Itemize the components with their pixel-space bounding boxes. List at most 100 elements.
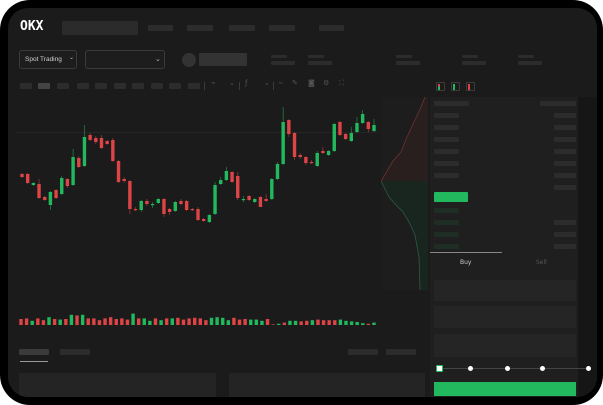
timeframe-3[interactable]	[57, 83, 69, 89]
candle-body	[156, 199, 160, 203]
candle	[162, 198, 166, 217]
last-price[interactable]	[434, 192, 468, 202]
orderbook-price-cell[interactable]	[434, 149, 459, 154]
timeframe-5[interactable]	[95, 83, 107, 89]
orderbook-price-cell[interactable]	[434, 220, 459, 225]
timeframe-9[interactable]	[169, 83, 181, 89]
volume-bar	[327, 320, 331, 325]
draw-tool-icon[interactable]: ✎	[292, 79, 298, 87]
orderbook-price-cell[interactable]	[434, 161, 459, 166]
volume-bar	[19, 319, 23, 325]
candlestick-chart[interactable]	[8, 8, 428, 338]
orderbook-price-cell[interactable]	[434, 208, 459, 213]
volume-bar	[131, 313, 135, 325]
volume-bar	[333, 320, 337, 325]
nav-item-1[interactable]	[148, 25, 173, 31]
filter-button-2[interactable]	[386, 349, 416, 355]
candle	[122, 177, 126, 183]
volume-bar	[153, 318, 158, 325]
candle-body	[309, 162, 314, 164]
slider-step-100[interactable]	[586, 366, 591, 371]
candle	[315, 151, 319, 167]
amount-slider[interactable]	[436, 365, 596, 373]
timeframe-1[interactable]	[20, 83, 32, 89]
volume-bar	[58, 319, 62, 325]
candle-body	[213, 185, 217, 214]
total-input[interactable]	[434, 334, 576, 357]
candle-body	[201, 219, 206, 221]
filter-button-1[interactable]	[348, 349, 378, 355]
camera-icon[interactable]: ◙	[308, 79, 315, 87]
slider-handle[interactable]	[436, 365, 443, 372]
timeframe-4[interactable]	[77, 83, 89, 89]
pair-dropdown[interactable]: ⌄	[85, 50, 165, 69]
candle	[355, 117, 359, 133]
orderbook-price-cell[interactable]	[434, 232, 459, 237]
candle-body	[145, 201, 149, 204]
depth-asks-area	[381, 97, 428, 181]
slider-step-75[interactable]	[540, 366, 545, 371]
toolbar-divider	[239, 82, 240, 90]
candle-body	[179, 201, 183, 204]
nav-item-3[interactable]	[229, 25, 255, 31]
timeframe-7[interactable]	[132, 83, 144, 89]
price-input[interactable]	[434, 280, 576, 301]
candle	[343, 133, 348, 140]
fullscreen-icon[interactable]: ⛶	[339, 79, 344, 87]
candle-type-icon[interactable]: ⌁	[211, 79, 216, 87]
stat-label-5	[518, 55, 534, 58]
candle-body	[287, 120, 291, 134]
timeframe-8[interactable]	[151, 83, 163, 89]
slider-step-50[interactable]	[505, 366, 510, 371]
chevron-down-icon[interactable]: ⌄	[264, 79, 270, 87]
orderbook-both-icon[interactable]	[436, 82, 445, 91]
orderbook-asks-icon[interactable]	[466, 82, 475, 91]
tab-buy[interactable]: Buy	[460, 259, 472, 266]
orderbook-price-cell[interactable]	[434, 244, 459, 249]
buy-button[interactable]	[434, 382, 576, 396]
orderbook-price-cell[interactable]	[434, 137, 459, 142]
timeframe-2-active[interactable]	[38, 83, 50, 89]
candle-body	[281, 122, 285, 164]
volume-bar	[103, 318, 107, 325]
candle	[207, 214, 212, 223]
chevron-down-icon: ⌄	[69, 54, 75, 61]
line-tool-icon[interactable]: ∼	[278, 79, 284, 87]
orderbook-price-cell[interactable]	[434, 125, 459, 130]
tab-open-orders[interactable]	[19, 349, 49, 355]
chevron-down-icon: ⌄	[155, 55, 161, 63]
candle-body	[99, 138, 104, 148]
tab-sell[interactable]: Sell	[536, 259, 547, 266]
timeframe-10[interactable]	[188, 83, 200, 89]
orderbook-price-cell[interactable]	[434, 113, 459, 118]
volume-bar	[221, 317, 225, 325]
orderbook-bids-icon[interactable]	[451, 82, 460, 91]
header-search-placeholder[interactable]	[62, 21, 138, 35]
volume-bar	[97, 320, 102, 325]
nav-item-2[interactable]	[187, 25, 213, 31]
chevron-down-icon[interactable]: ⌄	[229, 79, 235, 87]
amount-input[interactable]	[434, 306, 576, 328]
candle-body	[332, 124, 336, 151]
volume-bar	[120, 318, 124, 325]
spot-trading-dropdown[interactable]: Spot Trading ⌄	[19, 50, 77, 69]
candle	[167, 208, 172, 215]
orderbook-price-cell[interactable]	[434, 173, 459, 178]
indicator-icon[interactable]: ƒ	[245, 79, 248, 87]
candle-body	[253, 199, 257, 202]
candle-body	[88, 135, 92, 140]
candle	[65, 178, 70, 188]
orderbook-amount-cell	[554, 244, 576, 249]
volume-bar	[277, 323, 281, 325]
nav-item-5[interactable]	[319, 25, 344, 31]
settings-icon[interactable]: ⚙	[323, 79, 330, 87]
volume-bar	[192, 317, 197, 325]
timeframe-6[interactable]	[114, 83, 126, 89]
volume-bar	[52, 319, 57, 325]
slider-step-25[interactable]	[468, 366, 473, 371]
tab-order-history[interactable]	[60, 349, 90, 355]
okx-logo[interactable]: OKX	[20, 19, 44, 34]
candle-body	[292, 133, 297, 157]
toolbar-divider	[273, 82, 274, 90]
nav-item-4[interactable]	[269, 25, 295, 31]
